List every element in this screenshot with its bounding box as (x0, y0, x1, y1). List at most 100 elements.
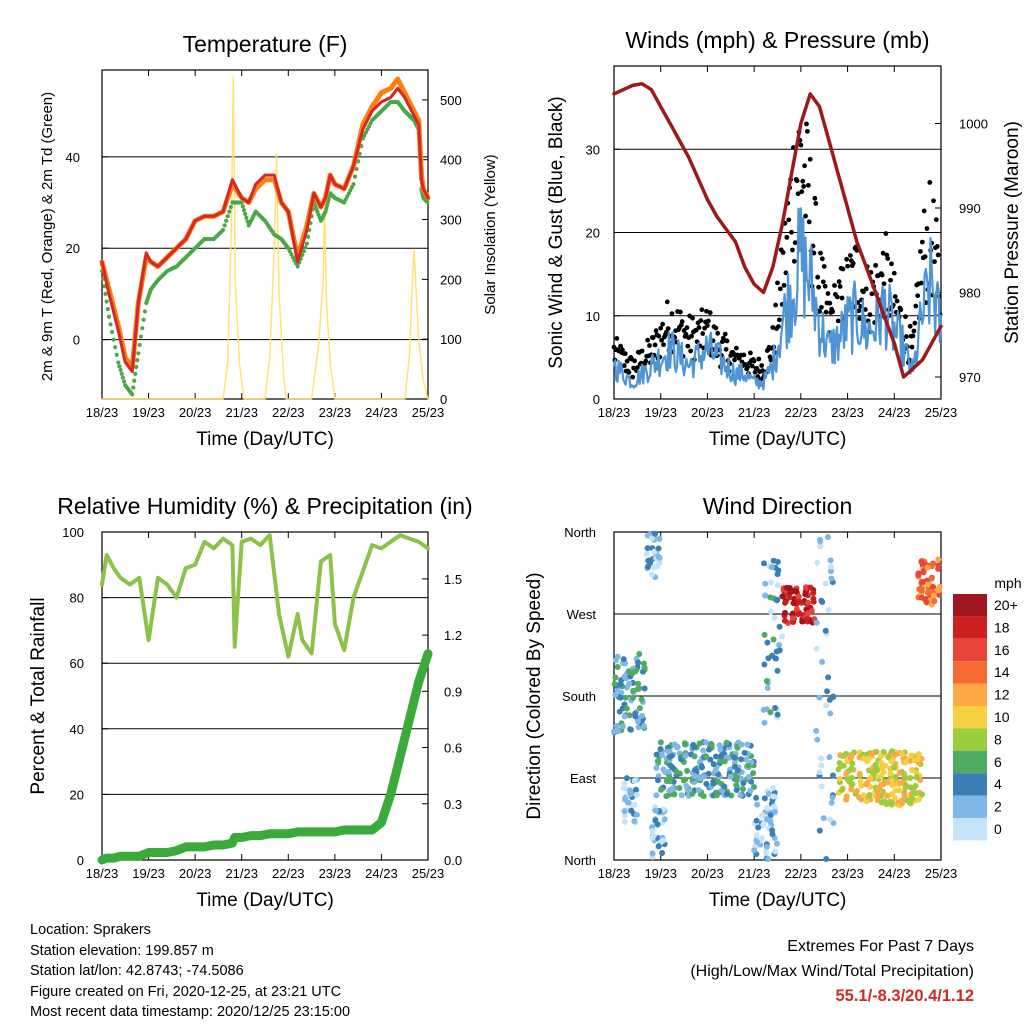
legend-swatch (953, 683, 987, 706)
direction-point (645, 557, 652, 564)
y-right-tick-label: 100 (440, 332, 462, 347)
series-gust-point (803, 213, 808, 219)
direction-point (665, 748, 672, 755)
series-gust-point (845, 263, 850, 269)
direction-point (727, 773, 734, 780)
series-dewpoint-point (220, 227, 226, 233)
direction-point (708, 741, 715, 748)
direction-point (678, 792, 685, 799)
y-right-tick-label: 0.9 (444, 684, 462, 699)
direction-point (635, 680, 642, 687)
series-gust-point (835, 318, 841, 324)
direction-point (773, 648, 780, 655)
direction-point (891, 764, 898, 771)
direction-point (813, 619, 820, 626)
series-gust-point (801, 184, 807, 189)
series-gust-point (912, 320, 918, 326)
series-gust-point (813, 201, 819, 206)
y-tick-label: 40 (66, 150, 80, 165)
direction-point (863, 798, 870, 805)
direction-point (901, 792, 908, 799)
direction-point (914, 755, 921, 762)
x-tick-label: 21/23 (225, 866, 258, 881)
direction-point (817, 543, 824, 550)
direction-point (702, 753, 709, 760)
series-gust-point (715, 330, 721, 336)
series-gust-point (656, 333, 662, 339)
direction-point (774, 667, 781, 674)
series-gust-point (817, 309, 822, 314)
direction-point (663, 793, 670, 800)
series-gust-point (934, 243, 940, 249)
direction-point (818, 783, 825, 790)
direction-point (753, 832, 760, 839)
direction-point (640, 723, 647, 730)
series-station-pressure-line (612, 81, 943, 379)
series-gust-point (891, 270, 897, 276)
direction-point (936, 584, 943, 591)
direction-point (924, 564, 931, 571)
series-relative-humidity-line (100, 533, 430, 659)
direction-point (923, 599, 930, 606)
series-gust-point (827, 300, 833, 306)
direction-point (690, 741, 697, 748)
direction-point (710, 780, 717, 787)
series-gust-point (751, 358, 757, 364)
series-gust-point (700, 331, 706, 336)
series-gust-point (639, 348, 645, 354)
series-gust-point (660, 321, 665, 327)
direction-point (764, 684, 771, 691)
y-tick-label: South (562, 689, 596, 704)
extremes-subtitle: (High/Low/Max Wind/Total Precipitation) (690, 963, 974, 980)
series-gust-point (935, 252, 941, 258)
y-tick-label: North (564, 853, 596, 868)
direction-point (764, 805, 771, 812)
y-right-tick-label: 0.0 (444, 853, 462, 868)
direction-point (707, 756, 714, 763)
series-gust-point (661, 342, 666, 348)
y-tick-label: 80 (70, 591, 84, 606)
direction-point (721, 758, 728, 765)
direction-point (848, 774, 855, 781)
direction-point (651, 548, 658, 555)
series-gust-point (773, 302, 779, 308)
legend-swatch (953, 706, 987, 729)
series-gust-point (819, 256, 825, 262)
direction-point (762, 580, 769, 587)
direction-point (763, 848, 770, 855)
direction-point (681, 740, 688, 747)
x-tick-label: 19/23 (132, 866, 165, 881)
series-dewpoint-point (113, 345, 118, 350)
direction-point (622, 694, 629, 701)
series-gust-point (819, 304, 824, 310)
direction-point (830, 820, 837, 827)
series-gust-point (789, 229, 794, 235)
direction-point (771, 808, 778, 815)
series-gust-point (812, 195, 818, 201)
direction-point (613, 723, 620, 730)
direction-point (896, 787, 903, 794)
direction-point (829, 772, 836, 779)
series-gust-point (658, 325, 664, 331)
series-gust-point (883, 231, 889, 236)
y-right-tick-label: 980 (959, 286, 981, 301)
series-gust-point (836, 279, 842, 285)
direction-point (768, 564, 775, 571)
series-dewpoint-point (137, 342, 142, 348)
direction-point (795, 611, 802, 618)
series-dewpoint-point (141, 317, 146, 322)
direction-point (643, 550, 650, 557)
x-tick-label: 18/23 (86, 866, 119, 881)
series-dewpoint-point (351, 182, 356, 187)
direction-point (651, 530, 658, 537)
direction-point (774, 582, 781, 589)
direction-point (738, 741, 745, 748)
direction-point (767, 608, 774, 615)
series-gust-point (618, 343, 623, 349)
direction-point (619, 723, 626, 730)
direction-point (767, 579, 774, 586)
y-tick-label: 60 (70, 656, 84, 671)
y-axis-label: Sonic Wind & Gust (Blue, Black) (546, 96, 567, 368)
legend-label: 14 (994, 664, 1010, 680)
direction-point (814, 559, 821, 566)
